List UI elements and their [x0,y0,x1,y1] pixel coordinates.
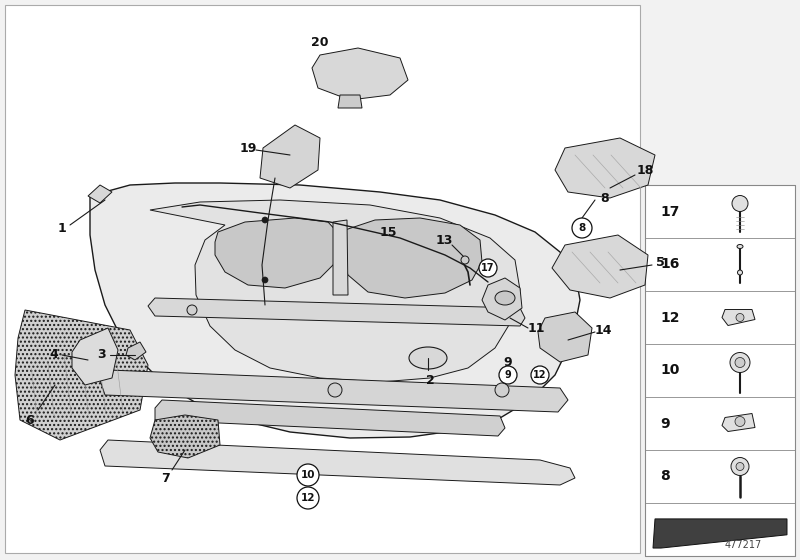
Polygon shape [312,48,408,100]
Polygon shape [90,183,580,438]
Circle shape [495,383,509,397]
Polygon shape [150,200,520,382]
Text: 9: 9 [505,370,511,380]
Text: 20: 20 [311,35,329,49]
Polygon shape [342,218,482,298]
Text: 12: 12 [301,493,315,503]
Circle shape [730,352,750,372]
Ellipse shape [738,270,742,275]
Text: 8: 8 [578,223,586,233]
Polygon shape [538,312,592,362]
Text: 16: 16 [660,258,679,272]
Polygon shape [15,310,148,440]
Circle shape [297,487,319,509]
Polygon shape [338,95,362,108]
Circle shape [262,277,268,283]
Text: 8: 8 [660,469,670,483]
Text: 15: 15 [379,226,397,239]
Polygon shape [555,138,655,198]
Ellipse shape [737,245,743,249]
Text: 9: 9 [660,417,670,431]
Text: 11: 11 [527,321,545,334]
Polygon shape [552,235,648,298]
Circle shape [572,218,592,238]
Polygon shape [100,370,568,412]
Circle shape [479,259,497,277]
Circle shape [736,463,744,470]
Text: 1: 1 [58,222,66,235]
Circle shape [328,383,342,397]
Text: 13: 13 [435,234,453,246]
Text: 14: 14 [594,324,612,337]
Text: 12: 12 [534,370,546,380]
Text: 12: 12 [660,310,679,324]
Text: 19: 19 [239,142,257,155]
Text: 6: 6 [26,413,34,427]
Circle shape [461,256,469,264]
Circle shape [731,458,749,475]
Polygon shape [722,310,755,325]
Text: 18: 18 [636,164,654,176]
Ellipse shape [495,291,515,305]
Circle shape [735,417,745,427]
Circle shape [262,217,268,223]
Polygon shape [148,298,525,326]
Circle shape [499,366,517,384]
Polygon shape [150,415,220,458]
Polygon shape [482,278,522,320]
Polygon shape [88,185,112,203]
Text: 5: 5 [656,256,664,269]
Polygon shape [333,220,348,295]
Circle shape [531,366,549,384]
Text: 2: 2 [426,374,434,386]
Text: 3: 3 [98,348,106,362]
Text: 7: 7 [161,472,170,484]
Circle shape [732,195,748,212]
Text: 477217: 477217 [725,540,762,550]
Polygon shape [260,125,320,188]
Polygon shape [126,342,146,360]
Text: 4: 4 [50,348,58,362]
Text: 17: 17 [660,204,679,218]
Polygon shape [155,400,505,436]
Text: 10: 10 [660,363,679,377]
Polygon shape [72,328,118,385]
Text: 9: 9 [504,356,512,368]
Polygon shape [722,413,755,432]
Text: 8: 8 [601,192,610,204]
Circle shape [736,314,744,321]
Circle shape [297,464,319,486]
Ellipse shape [409,347,447,369]
Circle shape [187,305,197,315]
Polygon shape [653,519,787,548]
Circle shape [735,357,745,367]
Polygon shape [100,440,575,485]
Text: 17: 17 [482,263,494,273]
Text: 10: 10 [301,470,315,480]
Polygon shape [215,218,340,288]
Bar [645,185,795,556]
Bar [5,5,640,553]
